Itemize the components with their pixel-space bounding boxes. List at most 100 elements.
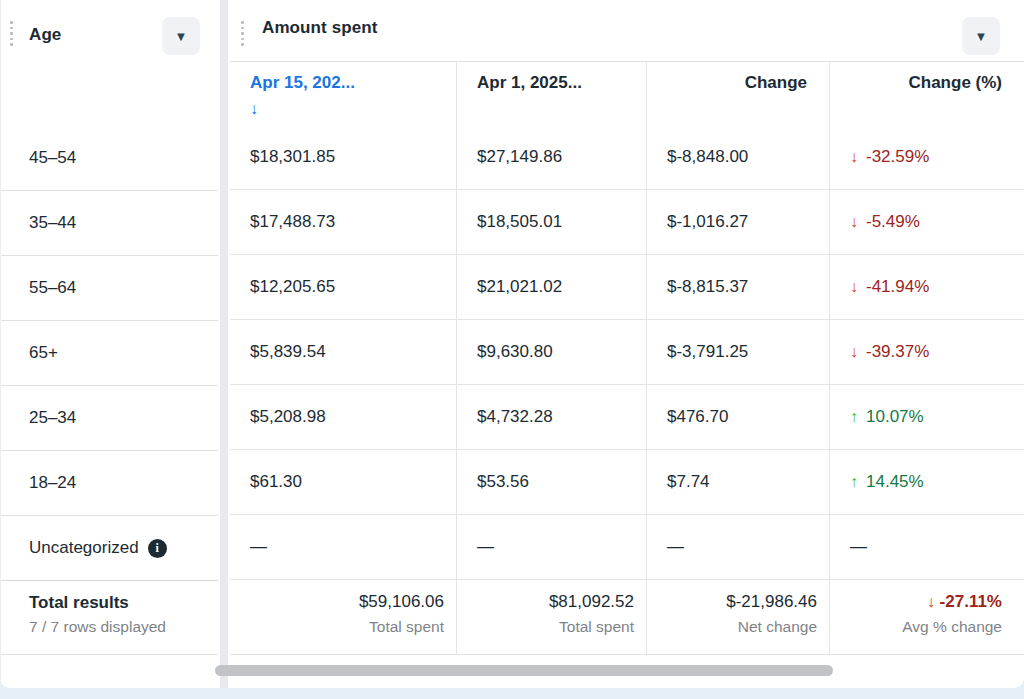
cell-change-pct: ↓ -5.49% <box>830 190 1024 254</box>
cell-change-pct: ↑ 14.45% <box>830 450 1024 514</box>
table-row[interactable]: $12,205.65 $21,021.02 $-8,815.37 ↓ -41.94… <box>230 255 1024 320</box>
chevron-down-icon: ▼ <box>175 30 188 43</box>
age-label: 45–54 <box>29 148 76 168</box>
breakdown-report-page: Age ▼ 45–54 35–44 55–64 65+ 25–34 18–24 <box>0 0 1024 699</box>
cell-spent-previous: $27,149.86 <box>457 125 647 189</box>
cell-spent-previous: $18,505.01 <box>457 190 647 254</box>
cell-spent-previous: — <box>457 515 647 579</box>
breakdown-table: Age ▼ 45–54 35–44 55–64 65+ 25–34 18–24 <box>0 0 1024 688</box>
cell-spent-current: $12,205.65 <box>230 255 457 319</box>
total-value: $-21,986.46 <box>667 592 817 612</box>
sort-descending-icon: ↓ <box>250 100 434 118</box>
age-column-header: Age ▼ <box>1 0 218 125</box>
drag-handle-icon[interactable] <box>241 21 244 46</box>
trend-down-icon: ↓ <box>850 148 858 166</box>
table-row-age-uncategorized[interactable]: Uncategorized i <box>1 515 218 580</box>
column-header-date-current[interactable]: Apr 15, 202... ↓ <box>230 62 457 125</box>
column-header-change[interactable]: Change <box>647 62 830 125</box>
column-header-label: Apr 1, 2025... <box>477 73 582 92</box>
trend-up-icon: ↑ <box>850 408 858 426</box>
cell-spent-current: $5,839.54 <box>230 320 457 384</box>
table-row[interactable]: $17,488.73 $18,505.01 $-1,016.27 ↓-5.49% <box>230 190 1024 255</box>
cell-change: $7.74 <box>647 450 830 514</box>
table-row-age[interactable]: 55–64 <box>1 255 218 320</box>
change-pct-value: 10.07% <box>866 407 924 427</box>
amount-spent-title: Amount spent <box>262 18 377 38</box>
table-row[interactable]: $18,301.85 $27,149.86 $-8,848.00 ↓ -32.59… <box>230 125 1024 190</box>
amount-spent-group-header: Amount spent ▼ <box>230 0 1024 62</box>
age-label: 18–24 <box>29 473 76 493</box>
horizontal-scrollbar[interactable] <box>215 665 833 676</box>
cell-change-pct: ↑ 10.07% <box>830 385 1024 449</box>
age-column-panel: Age ▼ 45–54 35–44 55–64 65+ 25–34 18–24 <box>0 0 218 688</box>
change-pct-value: 14.45% <box>866 472 924 492</box>
trend-down-icon: ↓ <box>850 278 858 296</box>
cell-spent-current: $5,208.98 <box>230 385 457 449</box>
trend-up-icon: ↑ <box>850 473 858 491</box>
drag-handle-icon[interactable] <box>10 21 13 46</box>
column-header-label: Change <box>745 73 807 92</box>
column-header-label: Change (%) <box>909 73 1003 92</box>
total-label: Avg % change <box>850 618 1002 636</box>
frozen-column-divider[interactable] <box>218 0 230 688</box>
cell-spent-previous: $21,021.02 <box>457 255 647 319</box>
total-label: Total spent <box>250 618 444 636</box>
cell-change: $-3,791.25 <box>647 320 830 384</box>
info-icon[interactable]: i <box>148 539 167 558</box>
table-row[interactable]: $5,839.54 $9,630.80 $-3,791.25 ↓-39.37% <box>230 320 1024 385</box>
total-value: $81,092.52 <box>477 592 634 612</box>
column-header-date-previous[interactable]: Apr 1, 2025... <box>457 62 647 125</box>
cell-spent-previous: $9,630.80 <box>457 320 647 384</box>
cell-change-pct: ↓-39.37% <box>830 320 1024 384</box>
age-label: 55–64 <box>29 278 76 298</box>
age-label: 35–44 <box>29 213 76 233</box>
change-pct-value: -41.94% <box>866 277 929 297</box>
table-row-age[interactable]: 65+ <box>1 320 218 385</box>
cell-spent-previous: $53.56 <box>457 450 647 514</box>
amount-spent-menu-button[interactable]: ▼ <box>962 17 1000 55</box>
age-column-title: Age <box>29 18 61 45</box>
totals-row: $59,106.06 Total spent $81,092.52 Total … <box>230 580 1024 655</box>
avg-pct-change-value: -27.11% <box>940 592 1002 611</box>
table-row-age[interactable]: 18–24 <box>1 450 218 515</box>
total-label: Total spent <box>477 618 634 636</box>
cell-change: — <box>647 515 830 579</box>
total-avg-pct-change: ↓ -27.11% Avg % change <box>830 580 1024 654</box>
cell-change-pct: ↓ -32.59% <box>830 125 1024 189</box>
change-pct-value: -32.59% <box>866 147 929 167</box>
age-column-menu-button[interactable]: ▼ <box>162 17 200 55</box>
chevron-down-icon: ▼ <box>975 30 988 43</box>
cell-spent-previous: $4,732.28 <box>457 385 647 449</box>
table-row[interactable]: $5,208.98 $4,732.28 $476.70 ↑10.07% <box>230 385 1024 450</box>
cell-change: $-8,848.00 <box>647 125 830 189</box>
trend-down-icon: ↓ <box>850 213 858 231</box>
total-results-title: Total results <box>29 593 200 613</box>
table-row-age[interactable]: 35–44 <box>1 190 218 255</box>
total-net-change: $-21,986.46 Net change <box>647 580 830 654</box>
total-spent-previous: $81,092.52 Total spent <box>457 580 647 654</box>
table-row-uncategorized[interactable]: — — — — <box>230 515 1024 580</box>
cell-change-pct: ↓ -41.94% <box>830 255 1024 319</box>
cell-change-pct: — <box>830 515 1024 579</box>
total-label: Net change <box>667 618 817 636</box>
column-header-change-pct[interactable]: Change (%) <box>830 62 1024 125</box>
total-spent-current: $59,106.06 Total spent <box>230 580 457 654</box>
amount-spent-panel: Amount spent ▼ Apr 15, 202... ↓ Apr 1, 2… <box>230 0 1024 688</box>
age-label: 65+ <box>29 343 58 363</box>
total-value: ↓ -27.11% <box>850 592 1002 612</box>
table-row-age[interactable]: 45–54 <box>1 125 218 190</box>
cell-spent-current: $61.30 <box>230 450 457 514</box>
trend-down-icon: ↓ <box>927 593 935 610</box>
table-row[interactable]: $61.30 $53.56 $7.74 ↑ 14.45% <box>230 450 1024 515</box>
column-header-row: Apr 15, 202... ↓ Apr 1, 2025... Change C… <box>230 62 1024 125</box>
age-label: 25–34 <box>29 408 76 428</box>
table-row-age[interactable]: 25–34 <box>1 385 218 450</box>
cell-spent-current: $18,301.85 <box>230 125 457 189</box>
cell-change: $-8,815.37 <box>647 255 830 319</box>
trend-down-icon: ↓ <box>850 343 858 361</box>
cell-spent-current: — <box>230 515 457 579</box>
change-pct-value: -5.49% <box>866 212 920 232</box>
age-label: Uncategorized <box>29 538 139 558</box>
rows-displayed-count: 7 / 7 rows displayed <box>29 618 200 636</box>
total-value: $59,106.06 <box>250 592 444 612</box>
